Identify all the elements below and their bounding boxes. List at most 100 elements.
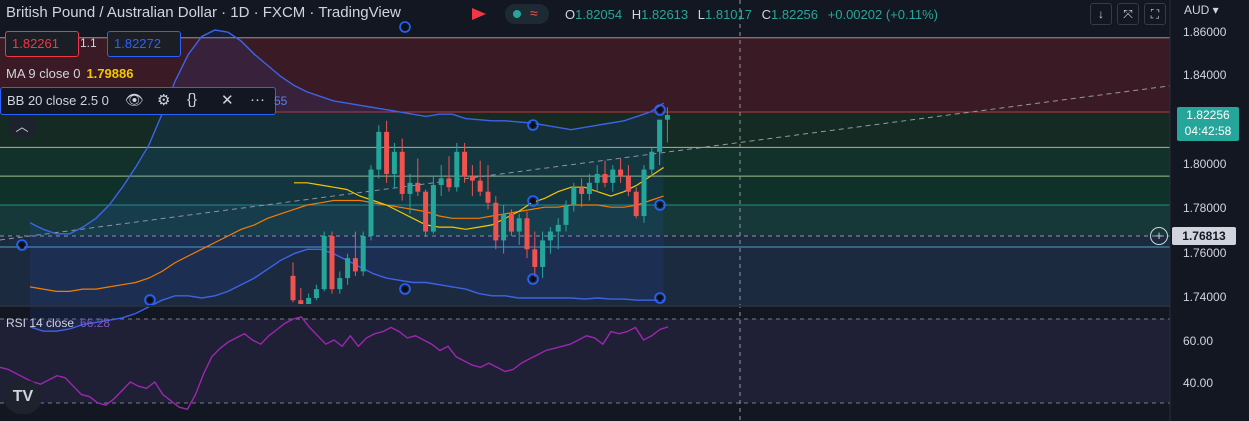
- arrow-down-icon[interactable]: ↓: [1090, 3, 1112, 25]
- gear-icon[interactable]: ⚙: [157, 92, 171, 109]
- candle-body: [586, 182, 592, 194]
- pivot-marker: [399, 283, 411, 295]
- live-wave-icon: ≈: [530, 5, 538, 21]
- candle-body: [633, 191, 639, 217]
- price-axis-label: 1.86000: [1183, 25, 1227, 39]
- price-zone: [0, 111, 1170, 148]
- candle-body: [469, 176, 475, 181]
- collapse-legend-button[interactable]: ︿: [9, 117, 35, 137]
- candle-body: [329, 235, 335, 290]
- close-label: C: [761, 7, 772, 22]
- candles: [290, 107, 670, 304]
- close-icon[interactable]: ✕: [221, 92, 234, 109]
- ohlc-legend: O1.82054 H1.82613 L1.81017 C1.82256 +0.0…: [565, 7, 938, 22]
- candle-body: [298, 300, 304, 304]
- rsi-line: [0, 316, 669, 411]
- candle-body: [485, 191, 491, 203]
- pivot-marker: [654, 292, 666, 304]
- candle-body: [664, 115, 670, 120]
- rsi-band: [0, 318, 1170, 404]
- candle-body: [391, 151, 397, 174]
- pivot-marker-center: [530, 276, 536, 282]
- rsi-legend[interactable]: RSI 14 close 66.28: [6, 316, 110, 330]
- price-axis-label: 1.78000: [1183, 201, 1227, 215]
- candle-body: [376, 131, 382, 170]
- collapse-icon[interactable]: ⤧: [1117, 3, 1139, 25]
- pivot-marker: [527, 195, 539, 207]
- price-zones: [0, 37, 1170, 306]
- sell-button[interactable]: 1.82261: [5, 31, 79, 57]
- candle-body: [602, 173, 608, 183]
- open-label: O: [565, 7, 576, 22]
- ma-label: MA 9 close 0: [6, 66, 81, 81]
- bb-label: BB 20 close 2.5 0: [7, 93, 109, 108]
- candle-body: [555, 224, 561, 232]
- candle-body: [462, 151, 468, 177]
- price-axis-label: 1.76000: [1183, 246, 1227, 260]
- candle-body: [540, 240, 546, 267]
- bb-legend[interactable]: BB 20 close 2.5 0 👁 ⚙ {} ✕ ···: [0, 87, 276, 115]
- price-axis-label: 1.80000: [1183, 157, 1227, 171]
- chevron-up-icon: ︿: [15, 119, 29, 134]
- market-status[interactable]: ≈: [505, 4, 549, 24]
- open-value: 1.82054: [575, 7, 623, 22]
- pivot-marker-center: [19, 242, 25, 248]
- price-zone: [0, 204, 1170, 236]
- candle-body: [547, 231, 553, 241]
- spread-value: 1.1: [80, 36, 97, 50]
- ma-line: [294, 166, 664, 230]
- pivot-marker: [654, 104, 666, 116]
- rsi-value: 66.28: [80, 316, 111, 330]
- candle-body: [306, 298, 312, 304]
- candle-body: [360, 235, 366, 272]
- candle-body: [657, 119, 663, 152]
- candle-body: [493, 202, 499, 241]
- pivot-marker: [527, 119, 539, 131]
- last-price-tag: 1.82256 04:42:58: [1177, 107, 1239, 141]
- candle-body: [345, 258, 351, 279]
- low-value: 1.81017: [705, 7, 752, 22]
- candle-body: [625, 176, 631, 192]
- low-label: L: [697, 7, 705, 22]
- code-braces-icon[interactable]: {}: [187, 91, 198, 108]
- pivot-marker-center: [402, 286, 408, 292]
- candle-body: [524, 218, 530, 250]
- eye-icon[interactable]: 👁: [125, 92, 145, 109]
- candle-body: [610, 169, 616, 183]
- currency-selector[interactable]: AUD ▾: [1184, 3, 1219, 17]
- candle-body: [641, 169, 647, 217]
- bollinger-upper-line: [29, 29, 664, 235]
- candle-body: [477, 180, 483, 192]
- ma-legend[interactable]: MA 9 close 0 1.79886: [6, 66, 133, 81]
- candle-body: [407, 182, 413, 194]
- pivot-marker-center: [657, 295, 663, 301]
- ema-line: [29, 195, 664, 292]
- more-icon[interactable]: ···: [250, 91, 265, 108]
- pivot-markers: [16, 21, 666, 306]
- candle-body: [649, 151, 655, 170]
- candle-body: [368, 169, 374, 236]
- candle-body: [563, 204, 569, 225]
- fullscreen-icon[interactable]: ⛶: [1144, 3, 1166, 25]
- pivot-marker-center: [657, 202, 663, 208]
- rsi-band-fill: [0, 319, 1170, 403]
- pivot-marker-center: [402, 24, 408, 30]
- pivot-marker: [16, 239, 28, 251]
- candle-body: [352, 258, 358, 272]
- close-value: 1.82256: [771, 7, 819, 22]
- price-zone: [0, 176, 1170, 205]
- candle-body: [454, 151, 460, 188]
- price-zone: [0, 235, 1170, 248]
- add-alert-plus-icon[interactable]: +: [1150, 227, 1168, 245]
- candle-body: [501, 213, 507, 241]
- candle-body: [508, 213, 514, 232]
- candle-body: [430, 185, 436, 232]
- tradingview-logo[interactable]: TV: [4, 380, 42, 414]
- candle-body: [399, 151, 405, 194]
- chart-title: British Pound / Australian Dollar · 1D ·…: [6, 4, 401, 21]
- crosshair-price-value: 1.76813: [1172, 227, 1236, 245]
- flag-icon[interactable]: [472, 8, 486, 20]
- ma-value: 1.79886: [86, 66, 134, 81]
- buy-button[interactable]: 1.82272: [107, 31, 181, 57]
